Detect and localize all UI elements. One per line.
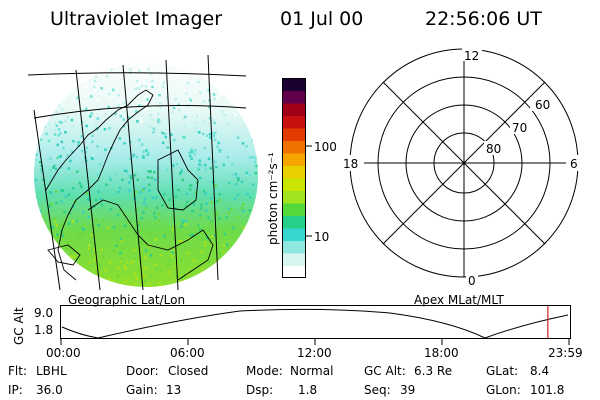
- altitude-curve: [61, 308, 569, 339]
- geographic-map: [28, 54, 258, 290]
- flt-value: LBHL: [36, 364, 67, 378]
- date-label: 01 Jul 00: [280, 8, 364, 30]
- timeline-xtick-0000: 00:00: [46, 346, 81, 360]
- timeline-xtick-1800: 18:00: [424, 346, 459, 360]
- lat-label-60: 60: [535, 98, 550, 112]
- map-caption: Geographic Lat/Lon: [68, 293, 186, 307]
- polar-plot: 12 18 6 0 60 70 80: [340, 47, 580, 288]
- dsp-label: Dsp:: [246, 383, 274, 397]
- glat-value: 8.4: [530, 364, 550, 378]
- timeline-ytick-9: 9.0: [34, 306, 54, 320]
- lat-label-80: 80: [486, 142, 501, 156]
- lat-lon-grid: [28, 54, 247, 290]
- app-title: Ultraviolet Imager: [50, 8, 223, 30]
- mlt-label-18: 18: [343, 157, 358, 171]
- colorbar-tick-100: 100: [314, 140, 337, 154]
- mlt-label-0: 0: [468, 274, 476, 288]
- mode-value: Normal: [290, 364, 334, 378]
- mode-label: Mode:: [246, 364, 283, 378]
- lat-label-70: 70: [512, 121, 527, 135]
- flt-label: Flt:: [8, 364, 27, 378]
- seq-label: Seq:: [364, 383, 391, 397]
- polar-caption: Apex MLat/MLT: [414, 293, 504, 307]
- mlt-label-12: 12: [464, 49, 479, 63]
- dsp-value: 1.8: [298, 383, 318, 397]
- gcalt-value: 6.3 Re: [414, 364, 453, 378]
- colorbar-unit-label: photon cm⁻²s⁻¹: [266, 152, 280, 245]
- door-value: Closed: [168, 364, 209, 378]
- ip-label: IP:: [8, 383, 23, 397]
- glon-value: 101.8: [530, 383, 565, 397]
- time-label: 22:56:06 UT: [425, 8, 542, 30]
- timeline-axis-label: GC Alt: [12, 307, 26, 345]
- colorbar: [282, 78, 312, 278]
- timeline-xtick-2359: 23:59: [548, 346, 583, 360]
- colorbar-tick-10: 10: [314, 230, 330, 244]
- mlt-label-6: 6: [570, 157, 578, 171]
- gain-label: Gain:: [126, 383, 158, 397]
- timeline-xtick-1200: 12:00: [297, 346, 332, 360]
- glat-label: GLat:: [486, 364, 519, 378]
- gain-value: 13: [166, 383, 182, 397]
- seq-value: 39: [400, 383, 416, 397]
- ip-value: 36.0: [36, 383, 63, 397]
- timeline-plot: [60, 305, 571, 345]
- timeline-ytick-1-8: 1.8: [34, 323, 54, 337]
- gcalt-label: GC Alt:: [364, 364, 406, 378]
- coastline: [45, 89, 214, 281]
- door-label: Door:: [126, 364, 159, 378]
- glon-label: GLon:: [486, 383, 521, 397]
- timeline-xtick-0600: 06:00: [170, 346, 205, 360]
